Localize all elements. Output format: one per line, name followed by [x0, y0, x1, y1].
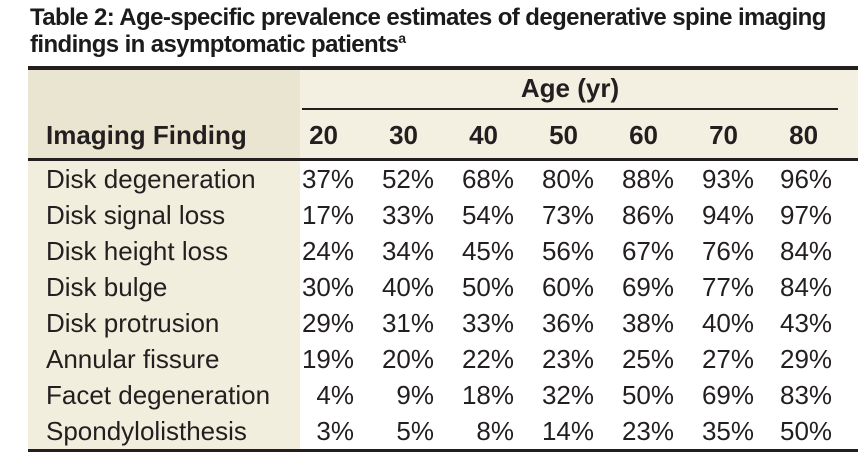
- prevalence-value: 54%: [460, 196, 540, 233]
- age-column-header-70: 70: [700, 112, 780, 161]
- prevalence-value: 29%: [780, 340, 859, 377]
- prevalence-value: 20%: [380, 340, 460, 377]
- prevalence-value: 14%: [540, 412, 620, 450]
- row-label: Spondylolisthesis: [28, 412, 300, 450]
- prevalence-value: 33%: [460, 304, 540, 341]
- prevalence-value: 60%: [540, 268, 620, 305]
- prevalence-value: 94%: [700, 196, 780, 233]
- prevalence-value: 17%: [300, 196, 380, 233]
- age-group-cell: Age (yr): [300, 68, 859, 112]
- prevalence-value: 40%: [380, 268, 460, 305]
- row-label: Annular fissure: [28, 340, 300, 377]
- prevalence-value: 50%: [780, 412, 859, 450]
- row-label: Disk protrusion: [28, 304, 300, 341]
- age-group-row: Age (yr): [28, 68, 859, 112]
- prevalence-value: 67%: [620, 232, 700, 269]
- prevalence-value: 5%: [380, 412, 460, 450]
- prevalence-value: 4%: [300, 376, 380, 413]
- age-column-header-60: 60: [620, 112, 700, 161]
- table-title-line2: imaging findings in asymptomatic patient…: [30, 4, 826, 58]
- table-title: Table 2: Age-specific prevalence estimat…: [30, 4, 860, 58]
- prevalence-value: 93%: [700, 159, 780, 197]
- prevalence-value: 29%: [300, 304, 380, 341]
- table-row: Spondylolisthesis 3% 5% 8% 14% 23% 35% 50%: [28, 412, 859, 450]
- age-column-header-20: 20: [300, 112, 380, 161]
- age-column-header-80: 80: [780, 112, 859, 161]
- prevalence-value: 9%: [380, 376, 460, 413]
- prevalence-value: 69%: [620, 268, 700, 305]
- prevalence-value: 69%: [700, 376, 780, 413]
- prevalence-value: 31%: [380, 304, 460, 341]
- prevalence-value: 43%: [780, 304, 859, 341]
- prevalence-value: 34%: [380, 232, 460, 269]
- prevalence-value: 22%: [460, 340, 540, 377]
- table-body: Disk degeneration 37% 52% 68% 80% 88% 93% 96% Di…: [28, 159, 859, 450]
- prevalence-value: 96%: [780, 159, 859, 197]
- age-column-header-30: 30: [380, 112, 460, 161]
- age-group-label: Age (yr): [302, 72, 839, 110]
- prevalence-value: 27%: [700, 340, 780, 377]
- prevalence-value: 80%: [540, 159, 620, 197]
- prevalence-value: 19%: [300, 340, 380, 377]
- table-row: Disk height loss 24% 34% 45% 56% 67% 76% 84%: [28, 232, 859, 269]
- prevalence-value: 86%: [620, 196, 700, 233]
- prevalence-value: 3%: [300, 412, 380, 450]
- prevalence-value: 84%: [780, 268, 859, 305]
- prevalence-value: 25%: [620, 340, 700, 377]
- age-column-header-40: 40: [460, 112, 540, 161]
- table-title-line1: Table 2: Age-specific prevalence estimat…: [30, 4, 732, 31]
- row-label: Facet degeneration: [28, 376, 300, 413]
- prevalence-value: 8%: [460, 412, 540, 450]
- imaging-finding-header: Imaging Finding: [28, 112, 300, 161]
- prevalence-value: 68%: [460, 159, 540, 197]
- prevalence-value: 32%: [540, 376, 620, 413]
- table-row: Annular fissure 19% 20% 22% 23% 25% 27% 29%: [28, 340, 859, 377]
- prevalence-value: 18%: [460, 376, 540, 413]
- corner-cell: [28, 68, 300, 112]
- prevalence-value: 37%: [300, 159, 380, 197]
- table-row: Disk protrusion 29% 31% 33% 36% 38% 40% 43%: [28, 304, 859, 341]
- row-label: Disk bulge: [28, 268, 300, 305]
- prevalence-value: 50%: [460, 268, 540, 305]
- prevalence-value: 56%: [540, 232, 620, 269]
- prevalence-value: 30%: [300, 268, 380, 305]
- table-header: Age (yr) Imaging Finding 20 30 40 50 60 …: [28, 68, 859, 161]
- age-column-header-50: 50: [540, 112, 620, 161]
- prevalence-value: 73%: [540, 196, 620, 233]
- prevalence-value: 50%: [620, 376, 700, 413]
- prevalence-value: 77%: [700, 268, 780, 305]
- column-header-row: Imaging Finding 20 30 40 50 60 70 80: [28, 112, 859, 161]
- prevalence-value: 45%: [460, 232, 540, 269]
- prevalence-value: 76%: [700, 232, 780, 269]
- prevalence-value: 33%: [380, 196, 460, 233]
- prevalence-value: 88%: [620, 159, 700, 197]
- prevalence-value: 84%: [780, 232, 859, 269]
- prevalence-value: 83%: [780, 376, 859, 413]
- prevalence-table: Age (yr) Imaging Finding 20 30 40 50 60 …: [28, 66, 859, 452]
- table-row: Disk degeneration 37% 52% 68% 80% 88% 93% 96%: [28, 159, 859, 197]
- prevalence-value: 52%: [380, 159, 460, 197]
- row-label: Disk signal loss: [28, 196, 300, 233]
- prevalence-value: 23%: [620, 412, 700, 450]
- prevalence-value: 97%: [780, 196, 859, 233]
- prevalence-value: 36%: [540, 304, 620, 341]
- prevalence-value: 23%: [540, 340, 620, 377]
- row-label: Disk height loss: [28, 232, 300, 269]
- table-row: Disk bulge 30% 40% 50% 60% 69% 77% 84%: [28, 268, 859, 305]
- table-row: Facet degeneration 4% 9% 18% 32% 50% 69% 83%: [28, 376, 859, 413]
- table-row: Disk signal loss 17% 33% 54% 73% 86% 94% 97%: [28, 196, 859, 233]
- prevalence-value: 35%: [700, 412, 780, 450]
- prevalence-value: 40%: [700, 304, 780, 341]
- footnote-marker: a: [398, 30, 406, 46]
- prevalence-value: 24%: [300, 232, 380, 269]
- prevalence-value: 38%: [620, 304, 700, 341]
- row-label: Disk degeneration: [28, 159, 300, 197]
